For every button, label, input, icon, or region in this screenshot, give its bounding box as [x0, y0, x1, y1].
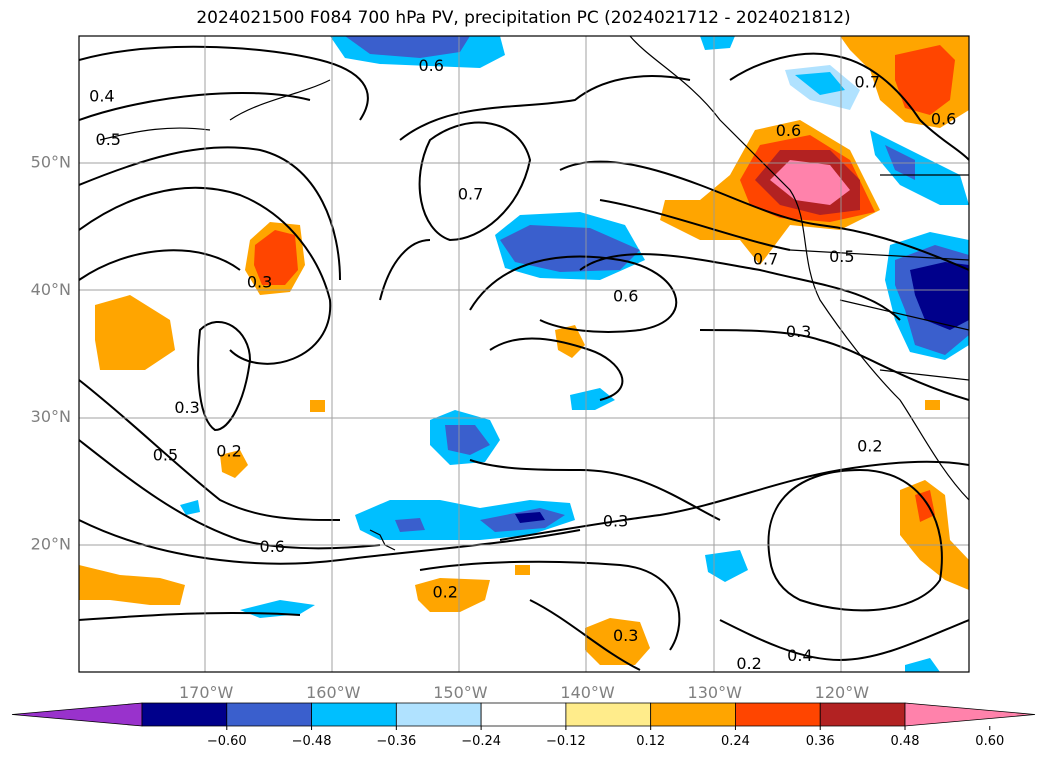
contour-label: 0.2 [432, 583, 457, 602]
pv-contours [79, 45, 969, 671]
colorbar-segment [226, 702, 312, 727]
longitude-tick-label: 170°W [179, 683, 234, 702]
longitude-tick-labels: 170°W 160°W 150°W 140°W 130°W 120°W [179, 683, 869, 702]
contour-label: 0.5 [829, 247, 854, 266]
colorbar-tick-label: −0.60 [207, 734, 247, 749]
latitude-tick-labels: 50°N 40°N 30°N 20°N [31, 153, 71, 554]
longitude-tick-label: 140°W [560, 683, 615, 702]
precipitation-shading [79, 36, 969, 672]
colorbar-tick-label: −0.48 [292, 734, 332, 749]
longitude-tick-label: 130°W [688, 683, 743, 702]
contour-label: 0.6 [260, 537, 285, 556]
latitude-tick-label: 30°N [31, 407, 71, 426]
contour-label: 0.4 [787, 646, 812, 665]
contour-label: 0.6 [613, 286, 638, 305]
colorbar-tick-label: −0.12 [546, 734, 586, 749]
longitude-tick-label: 160°W [306, 683, 361, 702]
colorbar-tick-label: −0.36 [376, 734, 416, 749]
colorbar: −0.60 −0.48 −0.36 −0.24 −0.12 0.12 0.24 0.36 0.4… [11, 702, 1036, 749]
colorbar-segment [480, 702, 567, 727]
contour-label: 0.5 [153, 445, 178, 464]
contour-labels: 0.4 0.5 0.6 0.7 0.3 0.6 0.6 0.7 0.6 0.7 0.5 0.3 0.3 0… [89, 56, 956, 673]
contour-label: 0.3 [174, 398, 199, 417]
colorbar-extend-high [904, 702, 1036, 727]
colorbar-segment [735, 702, 821, 727]
contour-label: 0.6 [931, 109, 956, 128]
contour-label: 0.6 [418, 56, 443, 75]
contour-label: 0.2 [736, 654, 761, 673]
contour-label: 0.7 [855, 73, 880, 92]
colorbar-extend-low [11, 702, 143, 727]
map-content: 0.4 0.5 0.6 0.7 0.3 0.6 0.6 0.7 0.6 0.7 0.5 0.3 0.3 0… [79, 36, 969, 673]
colorbar-segment [565, 702, 652, 727]
colorbar-tick-label: 0.36 [806, 734, 835, 749]
colorbar-tick-label: 0.24 [721, 734, 750, 749]
contour-label: 0.3 [786, 322, 811, 341]
contour-label: 0.3 [247, 272, 272, 291]
contour-label: 0.2 [857, 436, 882, 455]
longitude-tick-label: 150°W [433, 683, 488, 702]
latitude-tick-label: 40°N [31, 280, 71, 299]
contour-label: 0.7 [753, 249, 778, 268]
colorbar-segment [311, 702, 397, 727]
colorbar-segment [395, 702, 482, 727]
longitude-tick-label: 120°W [815, 683, 870, 702]
contour-label: 0.3 [613, 626, 638, 645]
colorbar-tick-label: 0.60 [975, 734, 1004, 749]
colorbar-tick-label: 0.48 [891, 734, 920, 749]
contour-label: 0.4 [89, 87, 114, 106]
contour-label: 0.3 [603, 511, 628, 530]
latitude-tick-label: 50°N [31, 153, 71, 172]
latitude-tick-label: 20°N [31, 534, 71, 553]
colorbar-segment [141, 702, 228, 727]
contour-label: 0.5 [96, 130, 121, 149]
graticule [79, 36, 969, 672]
colorbar-segment [650, 702, 736, 727]
map-frame [78, 35, 970, 673]
colorbar-tick-label: −0.24 [461, 734, 501, 749]
figure-title: 2024021500 F084 700 hPa PV, precipitatio… [196, 8, 851, 28]
map-background [79, 36, 969, 672]
contour-label: 0.7 [458, 185, 483, 204]
colorbar-segment [819, 702, 906, 727]
contour-label: 0.2 [216, 441, 241, 460]
contour-label: 0.6 [776, 121, 801, 140]
colorbar-tick-label: 0.12 [636, 734, 665, 749]
coastlines [99, 36, 969, 551]
